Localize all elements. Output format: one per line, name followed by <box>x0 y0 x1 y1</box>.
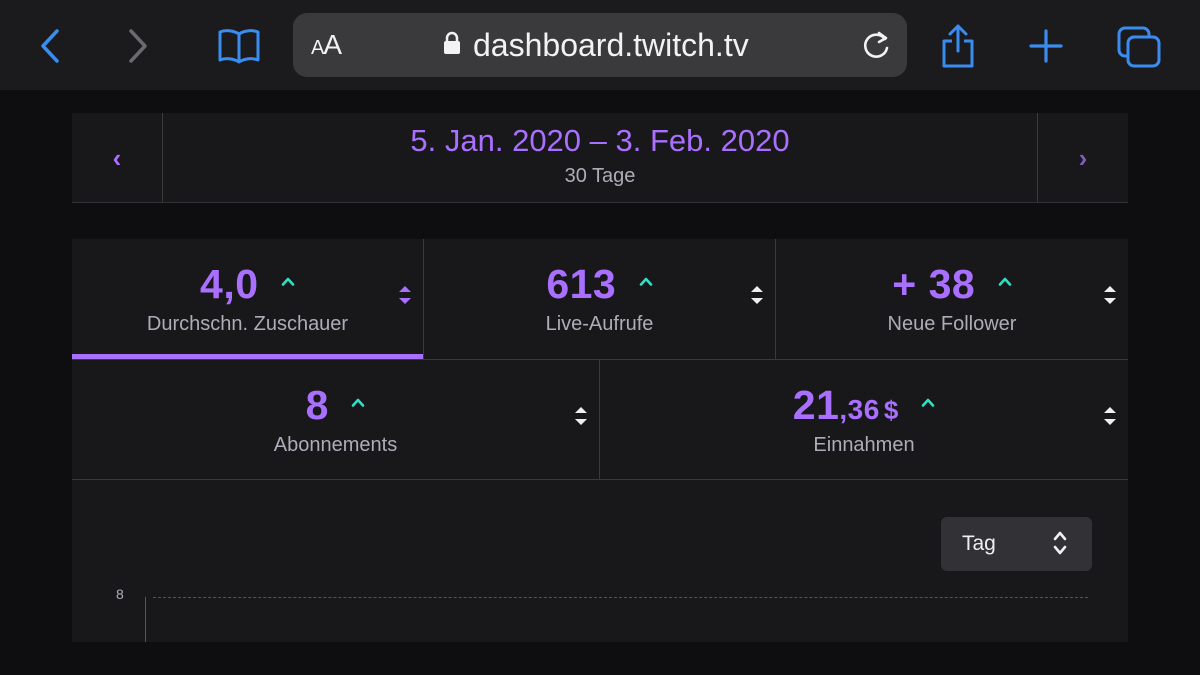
sort-icon[interactable] <box>573 405 589 432</box>
y-axis <box>145 597 146 642</box>
trend-up-icon <box>998 273 1012 291</box>
date-range-selector: ‹ 5. Jan. 2020 – 3. Feb. 2020 30 Tage › <box>72 113 1128 203</box>
share-icon[interactable] <box>940 22 976 70</box>
url-text: dashboard.twitch.tv <box>473 27 749 63</box>
stats-panel: 4,0 Durchschn. Zuschauer 613 Live-Aufruf… <box>72 239 1128 642</box>
stat-label: Neue Follower <box>887 313 1017 335</box>
date-range-text: 5. Jan. 2020 – 3. Feb. 2020 <box>410 123 790 158</box>
stat-avg-viewers[interactable]: 4,0 Durchschn. Zuschauer <box>72 239 424 359</box>
trend-up-icon <box>281 273 295 291</box>
stat-value: 21,36 $ <box>793 382 899 428</box>
interval-select[interactable]: Tag <box>941 517 1092 571</box>
sort-icon[interactable] <box>1102 405 1118 432</box>
stat-label: Abonnements <box>273 434 398 456</box>
sort-icon[interactable] <box>749 284 765 311</box>
sort-icon[interactable] <box>1102 284 1118 311</box>
stat-label: Einnahmen <box>813 434 915 456</box>
browser-toolbar: AA dashboard.twitch.tv <box>0 0 1200 90</box>
chart-area: Tag 8 <box>72 480 1128 642</box>
chevron-up-down-icon <box>1052 529 1068 562</box>
gridline <box>153 597 1088 598</box>
trend-up-icon <box>351 394 365 412</box>
reload-icon[interactable] <box>861 29 891 66</box>
next-period-button[interactable]: › <box>1037 113 1128 203</box>
address-bar[interactable]: AA dashboard.twitch.tv <box>293 13 907 77</box>
stat-value: 613 <box>546 261 617 307</box>
stat-value: 4,0 <box>200 261 259 307</box>
chevron-right-icon: › <box>1078 142 1088 173</box>
stats-row: 8 Abonnements 21,36 $ Einnahmen <box>72 360 1128 480</box>
bookmarks-icon[interactable] <box>215 26 263 66</box>
stat-value: + 38 <box>892 261 976 307</box>
revenue-decimal: ,36 <box>839 394 880 425</box>
stat-revenue[interactable]: 21,36 $ Einnahmen <box>600 360 1128 479</box>
revenue-currency: $ <box>883 395 899 425</box>
stat-subscriptions[interactable]: 8 Abonnements <box>72 360 600 479</box>
sort-icon[interactable] <box>397 284 413 311</box>
text-size-button[interactable]: AA <box>311 29 342 60</box>
trend-up-icon <box>639 273 653 291</box>
tabs-overview-icon[interactable] <box>1116 25 1162 69</box>
stat-label: Live-Aufrufe <box>545 313 654 335</box>
date-range-days: 30 Tage <box>564 165 636 187</box>
stat-new-followers[interactable]: + 38 Neue Follower <box>776 239 1128 359</box>
y-axis-tick-label: 8 <box>116 586 124 602</box>
interval-select-value: Tag <box>962 532 996 555</box>
stats-row: 4,0 Durchschn. Zuschauer 613 Live-Aufruf… <box>72 239 1128 360</box>
forward-icon[interactable] <box>118 26 158 66</box>
lock-icon <box>443 31 461 60</box>
revenue-integer: 21 <box>792 382 840 428</box>
chevron-left-icon: ‹ <box>112 142 122 173</box>
new-tab-icon[interactable] <box>1028 28 1064 64</box>
trend-up-icon <box>921 394 935 412</box>
stat-value: 8 <box>305 382 329 428</box>
stat-label: Durchschn. Zuschauer <box>146 313 349 335</box>
previous-period-button[interactable]: ‹ <box>72 113 163 203</box>
back-icon[interactable] <box>30 26 70 66</box>
date-range-display[interactable]: 5. Jan. 2020 – 3. Feb. 2020 30 Tage <box>163 113 1037 203</box>
stat-live-views[interactable]: 613 Live-Aufrufe <box>424 239 776 359</box>
